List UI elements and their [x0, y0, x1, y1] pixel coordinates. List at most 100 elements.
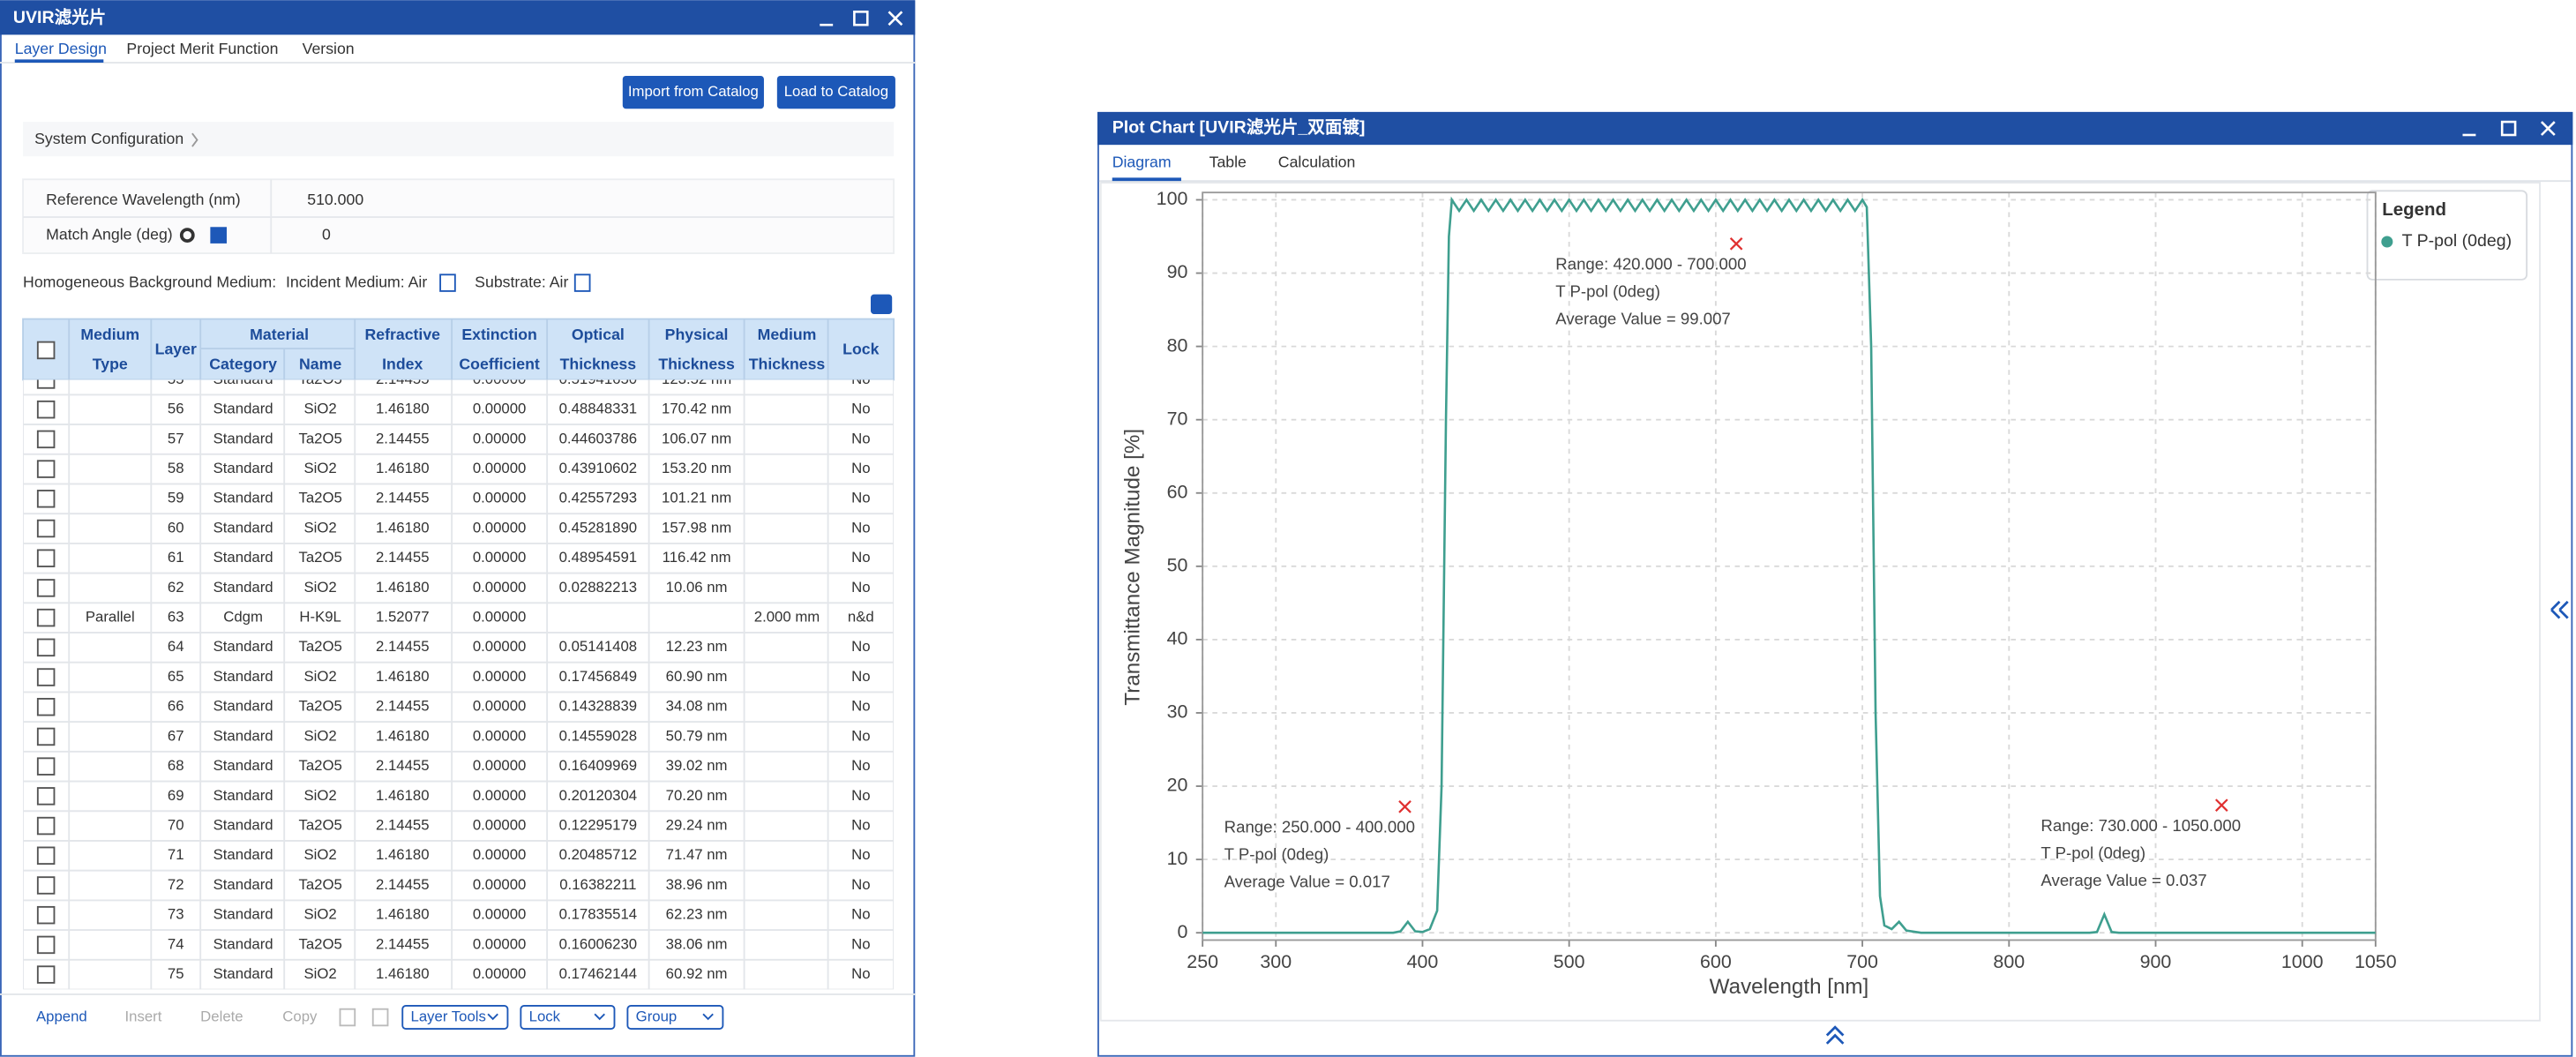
row-checkbox[interactable] [36, 460, 56, 478]
row-checkbox[interactable] [36, 787, 56, 806]
row-checkbox[interactable] [36, 697, 56, 716]
maximize[interactable] [2500, 120, 2517, 137]
table-row[interactable] [23, 899, 895, 932]
table-row[interactable] [23, 424, 895, 455]
table-cell: SiO2 [304, 519, 337, 536]
chevron [191, 132, 198, 147]
table-row[interactable] [23, 394, 895, 426]
table-cell: 58 [168, 460, 184, 476]
dropdown-label[interactable]: Layer Tools [411, 1008, 486, 1024]
close[interactable] [2540, 121, 2556, 136]
row-checkbox[interactable] [36, 668, 56, 686]
table-cell: 0.00000 [473, 371, 527, 387]
row-checkbox[interactable] [36, 371, 56, 389]
table-row[interactable] [23, 513, 895, 544]
table-cell: No [851, 579, 870, 596]
section-label[interactable]: System Configuration [34, 130, 183, 147]
window-controls[interactable] [820, 11, 903, 26]
table-cell: Standard [213, 460, 273, 476]
info-icon[interactable] [210, 227, 227, 244]
header-label: Coefficient [459, 355, 540, 372]
edit-icon[interactable] [573, 274, 591, 292]
dropdown-label[interactable]: Lock [529, 1008, 561, 1024]
collapse-bottom[interactable] [1825, 1025, 1845, 1045]
dropdown[interactable] [401, 1005, 509, 1030]
button-label[interactable]: Import from Catalog [628, 83, 759, 100]
select-all-checkbox[interactable] [36, 341, 56, 360]
row-checkbox[interactable] [36, 816, 56, 836]
legend-label[interactable]: T P-pol (0deg) [2402, 231, 2512, 251]
table-row[interactable] [23, 721, 895, 753]
row-checkbox[interactable] [36, 490, 56, 508]
table-row[interactable] [23, 869, 895, 902]
table-cell: Ta2O5 [298, 876, 341, 893]
table-row[interactable] [23, 483, 895, 515]
edit-icon[interactable] [439, 274, 456, 292]
row-checkbox[interactable] [36, 400, 56, 419]
table-row[interactable] [23, 572, 895, 604]
field-value[interactable]: 510.000 [307, 191, 363, 208]
table-cell: SiO2 [304, 906, 337, 923]
close[interactable] [887, 11, 903, 26]
annotation-text: T P-pol (0deg) [1224, 845, 1329, 864]
system-config-row[interactable] [23, 122, 895, 157]
table-row[interactable] [23, 780, 895, 813]
table-cell: 57 [168, 430, 184, 446]
row-checkbox[interactable] [36, 608, 56, 627]
table-cell: 0.48954591 [559, 549, 638, 566]
table-cell: 0.02882213 [559, 579, 638, 596]
tab[interactable]: Version [303, 40, 355, 57]
table-row[interactable] [23, 602, 895, 633]
tab[interactable]: Table [1209, 153, 1247, 170]
window-controls[interactable] [2462, 120, 2556, 137]
table-row[interactable] [23, 810, 895, 842]
table-cell: 1.46180 [376, 668, 430, 685]
dropdown-label[interactable]: Group [636, 1008, 678, 1024]
row-checkbox[interactable] [36, 757, 56, 776]
tab[interactable]: Diagram [1112, 153, 1172, 170]
table-row[interactable] [23, 958, 895, 990]
table-row[interactable] [23, 661, 895, 693]
row-checkbox[interactable] [36, 638, 56, 657]
table-cell: No [851, 371, 870, 387]
gear-icon[interactable] [179, 228, 195, 243]
table-row[interactable] [23, 632, 895, 663]
maximize[interactable] [853, 11, 869, 26]
toolbar-button[interactable]: Append [36, 1008, 87, 1024]
table-row[interactable] [23, 691, 895, 723]
tab[interactable]: Calculation [1278, 153, 1356, 170]
row-checkbox[interactable] [36, 876, 56, 895]
field-value[interactable]: 0 [322, 225, 331, 243]
tab[interactable]: Project Merit Function [126, 40, 278, 57]
row-checkbox[interactable] [36, 579, 56, 597]
header-label: Lock [842, 341, 879, 358]
collapse-right[interactable] [2550, 600, 2569, 619]
table-row[interactable] [23, 750, 895, 783]
table-cell: SiO2 [304, 579, 337, 596]
button[interactable] [622, 75, 764, 109]
incident-medium: Incident Medium: Air [286, 273, 427, 290]
row-checkbox[interactable] [36, 549, 56, 567]
dropdown[interactable] [520, 1005, 616, 1030]
table-cell: No [851, 906, 870, 923]
table-cell: No [851, 430, 870, 446]
button-label[interactable]: Load to Catalog [784, 83, 888, 100]
dropdown[interactable] [626, 1005, 724, 1030]
tab[interactable]: Layer Design [15, 40, 107, 57]
row-checkbox[interactable] [36, 905, 56, 925]
row-checkbox[interactable] [36, 430, 56, 449]
row-checkbox[interactable] [36, 727, 56, 746]
table-cell: 61 [168, 549, 184, 566]
header-label: Extinction [461, 326, 537, 343]
table-row[interactable] [23, 453, 895, 485]
table-row[interactable] [23, 543, 895, 574]
table-row[interactable] [23, 929, 895, 961]
row-checkbox[interactable] [36, 965, 56, 984]
table-row[interactable] [23, 840, 895, 872]
row-checkbox[interactable] [36, 519, 56, 538]
columns-icon[interactable] [870, 294, 893, 314]
table-cell: 62 [168, 579, 184, 596]
button[interactable] [776, 75, 895, 109]
row-checkbox[interactable] [36, 935, 56, 955]
row-checkbox[interactable] [36, 846, 56, 866]
